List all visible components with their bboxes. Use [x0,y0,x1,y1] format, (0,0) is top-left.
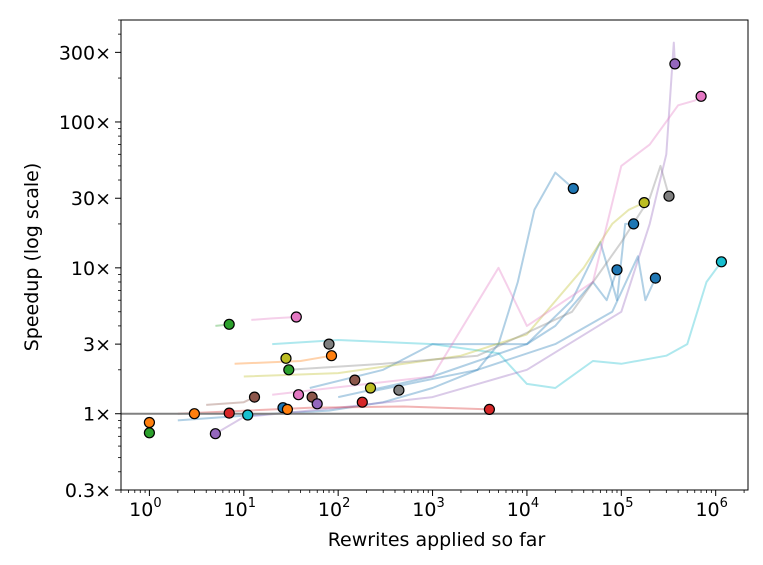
trajectory-line-2 [251,316,297,321]
y-tick-label-5: 30× [71,188,111,210]
x-tick-label-4: 103 [412,496,444,521]
endpoint-marker-17 [323,338,335,350]
endpoint-marker-13 [290,311,302,323]
y-tick-label-1: 0.3× [65,480,111,502]
endpoint-marker-16 [311,398,323,410]
endpoint-marker-5 [223,407,235,419]
endpoint-marker-24 [567,182,579,195]
trajectory-line-4 [272,261,723,389]
trajectory-line-3 [177,171,574,422]
trajectory-line-10 [272,95,702,396]
endpoint-marker-10 [280,352,292,364]
endpoint-marker-4 [209,428,221,440]
endpoint-marker-23 [483,403,495,415]
endpoint-marker-2 [143,427,155,439]
y-tick-label-7: 300× [59,42,111,64]
y-tick-label-3: 3× [83,334,111,356]
plot-frame [120,19,749,491]
endpoint-marker-19 [349,374,361,386]
x-tick-label-5: 104 [507,496,539,521]
trajectory-line-14 [234,354,332,365]
trajectory-line-8 [288,164,670,371]
endpoint-marker-21 [364,382,377,394]
x-tick-label-7: 106 [695,496,727,521]
endpoint-marker-25 [611,264,623,276]
endpoint-marker-22 [393,384,405,396]
endpoint-marker-31 [695,90,707,102]
endpoint-marker-32 [715,256,728,268]
x-tick-label-6: 105 [601,496,633,521]
trajectory-line-11 [366,255,657,394]
endpoint-marker-26 [627,218,640,230]
endpoint-marker-3 [188,408,200,420]
x-tick-label-1: 100 [129,496,161,521]
axes: 100 101 102 103 104 105 106 0.3× 1× 3× 10× 30× 100× 3… [59,19,745,521]
y-tick-label-2: 1× [83,404,111,426]
endpoint-marker-6 [223,318,235,330]
endpoint-marker-28 [649,272,662,284]
x-axis-title: Rewrites applied so far [328,529,546,551]
y-tick-label-6: 100× [59,112,111,134]
x-tick-label-2: 101 [224,496,256,521]
endpoint-marker-29 [663,190,675,202]
endpoint-marker-7 [242,409,254,421]
y-axis-title: Speedup (log scale) [21,163,43,352]
endpoint-marker-20 [356,396,368,408]
endpoint-markers [143,58,728,440]
endpoint-marker-8 [248,391,261,403]
trajectory-line-7 [243,201,645,378]
endpoint-marker-12 [283,364,295,376]
endpoint-marker-11 [281,403,293,415]
endpoint-marker-27 [638,197,650,209]
trajectory-line-12 [177,405,490,415]
trajectory-lines [177,41,723,435]
trajectory-line-5 [309,269,618,389]
trajectory-line-6 [337,222,634,399]
endpoint-marker-1 [143,416,155,429]
x-tick-label-3: 102 [318,496,350,521]
endpoint-marker-14 [292,389,305,401]
endpoint-marker-30 [669,58,681,70]
endpoint-marker-18 [325,350,338,362]
y-tick-label-4: 10× [71,258,111,280]
trajectory-line-13 [206,396,255,406]
